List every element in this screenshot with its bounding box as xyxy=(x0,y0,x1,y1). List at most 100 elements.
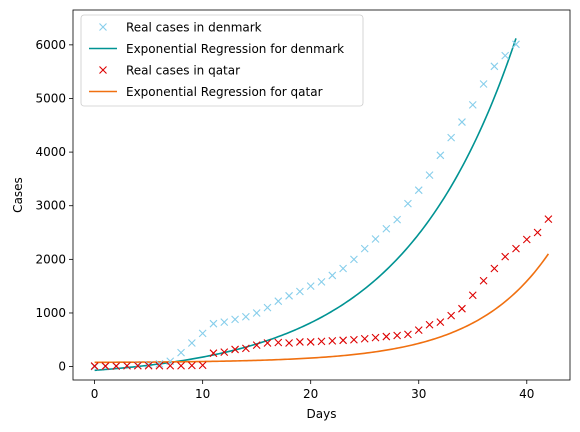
data-point-0 xyxy=(501,51,510,60)
legend-box xyxy=(80,14,364,107)
y-tick-label: 5000 xyxy=(35,91,66,105)
legend-swatch-marker xyxy=(99,66,107,74)
data-point-0 xyxy=(328,271,337,280)
data-point-0 xyxy=(231,315,239,324)
x-tick-label: 30 xyxy=(411,387,426,401)
data-point-0 xyxy=(479,80,488,88)
data-point-0 xyxy=(317,277,326,286)
data-point-2 xyxy=(328,336,337,345)
data-point-2 xyxy=(447,311,456,320)
data-point-2 xyxy=(544,215,553,224)
data-point-0 xyxy=(468,101,477,109)
data-point-2 xyxy=(198,361,207,370)
data-point-2 xyxy=(339,336,347,345)
data-point-0 xyxy=(306,282,315,291)
data-point-2 xyxy=(360,334,369,343)
regression-line-1 xyxy=(94,38,517,372)
data-point-0 xyxy=(198,329,207,338)
data-point-2 xyxy=(112,362,121,370)
y-axis-title: Cases xyxy=(11,177,25,213)
data-point-2 xyxy=(177,361,185,370)
data-point-0 xyxy=(155,360,164,368)
y-tick-label: 3000 xyxy=(35,199,66,213)
data-point-0 xyxy=(220,318,229,326)
plot-frame xyxy=(72,9,571,381)
data-point-2 xyxy=(144,361,153,370)
data-point-2 xyxy=(512,244,520,253)
y-tick-label: 2000 xyxy=(35,252,66,266)
y-tick-label: 6000 xyxy=(35,38,66,52)
data-point-0 xyxy=(360,244,369,253)
data-point-2 xyxy=(285,339,293,347)
data-point-0 xyxy=(458,118,466,126)
y-tick-label: 1000 xyxy=(35,306,66,320)
data-point-2 xyxy=(393,331,402,340)
data-point-2 xyxy=(371,333,380,342)
data-point-2 xyxy=(479,276,488,285)
data-point-0 xyxy=(436,151,445,160)
data-point-2 xyxy=(209,349,218,358)
data-point-2 xyxy=(468,291,477,300)
data-point-2 xyxy=(522,235,531,244)
x-axis-title: Days xyxy=(307,407,337,421)
data-point-2 xyxy=(220,348,229,357)
data-point-2 xyxy=(382,332,391,341)
data-point-0 xyxy=(404,199,412,208)
data-point-0 xyxy=(339,264,347,273)
data-point-0 xyxy=(187,339,196,347)
data-point-2 xyxy=(155,361,164,370)
data-point-2 xyxy=(101,362,110,370)
data-point-2 xyxy=(404,330,412,339)
data-point-0 xyxy=(263,303,272,312)
data-point-0 xyxy=(371,235,380,243)
data-point-2 xyxy=(425,320,434,329)
x-tick-label: 10 xyxy=(195,387,210,401)
data-point-2 xyxy=(458,304,466,313)
data-point-0 xyxy=(209,319,218,328)
data-point-2 xyxy=(501,252,510,261)
data-point-2 xyxy=(252,341,261,350)
legend-label: Exponential Regression for denmark xyxy=(126,42,344,56)
y-tick-label: 0 xyxy=(58,360,66,374)
x-tick-label: 20 xyxy=(303,387,318,401)
data-point-2 xyxy=(133,361,142,370)
data-point-2 xyxy=(187,361,196,370)
data-point-2 xyxy=(414,326,423,335)
data-point-2 xyxy=(166,361,175,370)
legend: Real cases in denmark Exponential Regress… xyxy=(80,14,364,107)
data-point-0 xyxy=(512,40,520,49)
x-tick-label: 0 xyxy=(91,387,99,401)
data-point-0 xyxy=(490,62,499,71)
legend-label: Real cases in denmark xyxy=(126,21,262,35)
data-point-0 xyxy=(144,360,153,369)
data-point-0 xyxy=(285,291,293,300)
data-point-2 xyxy=(231,345,239,354)
data-point-0 xyxy=(447,133,456,142)
data-point-0 xyxy=(241,312,250,321)
data-point-2 xyxy=(436,318,445,326)
y-axis-ticks: 0 1000 2000 3000 4000 5000 6000 xyxy=(35,38,73,374)
data-point-2 xyxy=(350,335,358,344)
legend-swatch-marker xyxy=(99,23,107,31)
data-point-0 xyxy=(350,255,358,264)
data-point-0 xyxy=(414,186,423,195)
legend-label: Real cases in qatar xyxy=(126,64,240,78)
data-markers xyxy=(90,40,553,371)
data-point-2 xyxy=(296,338,304,346)
data-point-2 xyxy=(274,338,283,347)
data-point-2 xyxy=(306,338,315,346)
data-point-2 xyxy=(123,361,131,370)
data-point-2 xyxy=(317,337,326,346)
data-point-2 xyxy=(533,228,542,237)
x-axis-ticks: 0 10 20 30 40 xyxy=(91,380,534,401)
data-point-2 xyxy=(490,264,499,273)
data-point-0 xyxy=(296,287,304,296)
data-point-0 xyxy=(425,171,434,180)
data-point-0 xyxy=(274,297,283,306)
legend-label: Exponential Regression for qatar xyxy=(126,85,323,99)
data-point-0 xyxy=(252,309,261,317)
data-point-2 xyxy=(263,339,272,347)
data-point-2 xyxy=(90,362,99,370)
data-point-0 xyxy=(393,215,402,224)
